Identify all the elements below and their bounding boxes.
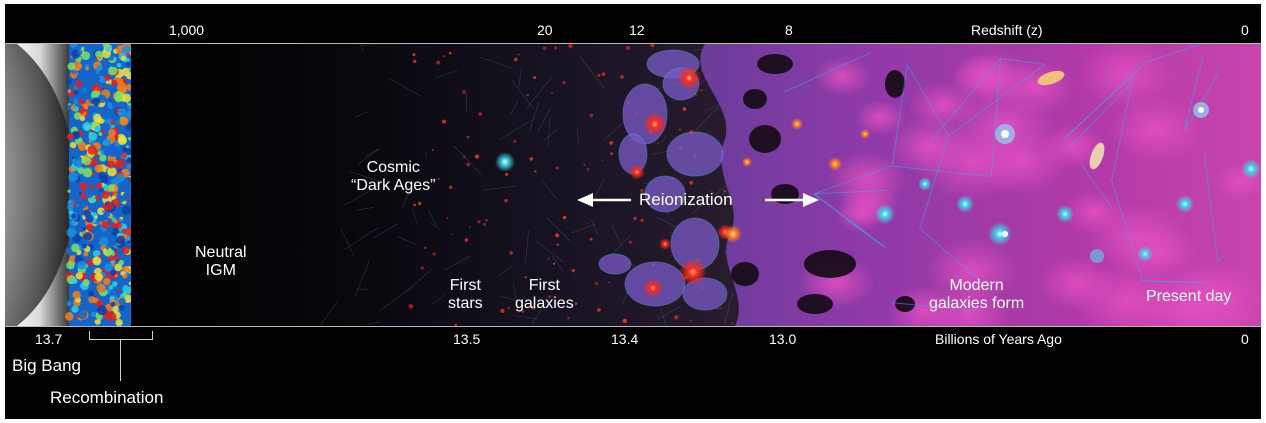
redshift-tick-12: 12: [629, 22, 645, 38]
neutral-igm-label: Neutral IGM: [195, 244, 247, 280]
redshift-tick-8: 8: [785, 22, 793, 38]
cmb-strip: [65, 44, 135, 326]
recombination-pointer: [120, 339, 121, 381]
dark-ages-label: Cosmic “Dark Ages”: [351, 159, 436, 195]
reionization-arrow: [577, 193, 819, 207]
top-axis-line: [5, 43, 1261, 44]
first-stars-label: First stars: [448, 277, 483, 313]
big-bang-label: Big Bang: [12, 356, 81, 375]
bottom-axis-line: [5, 326, 1261, 327]
first-galaxies-label: First galaxies: [515, 277, 574, 313]
timeline-figure: 1,000 20 12 8 Redshift (z) 0: [5, 4, 1261, 419]
time-tick-13-7: 13.7: [35, 331, 63, 347]
ionized-bubbles: [598, 49, 728, 311]
recombination-label: Recombination: [50, 388, 164, 407]
redshift-tick-20: 20: [537, 22, 553, 38]
reionization-label: Reionization: [639, 190, 733, 209]
time-tick-13-4: 13.4: [611, 331, 639, 347]
universe-evolution-panel: Cosmic “Dark Ages” Neutral IGM Reionizat…: [5, 44, 1261, 326]
universe-illustration: [5, 44, 1261, 326]
time-tick-13-5: 13.5: [453, 331, 481, 347]
modern-galaxies-label: Modern galaxies form: [929, 277, 1025, 313]
time-axis-title: Billions of Years Ago: [935, 331, 1062, 347]
redshift-tick-0: 0: [1241, 22, 1249, 38]
present-day-label: Present day: [1146, 288, 1232, 305]
redshift-axis-title: Redshift (z): [971, 22, 1043, 38]
time-tick-13-0: 13.0: [769, 331, 797, 347]
time-tick-0: 0: [1241, 331, 1249, 347]
recombination-bracket: [89, 331, 153, 340]
redshift-tick-1000: 1,000: [169, 22, 205, 38]
